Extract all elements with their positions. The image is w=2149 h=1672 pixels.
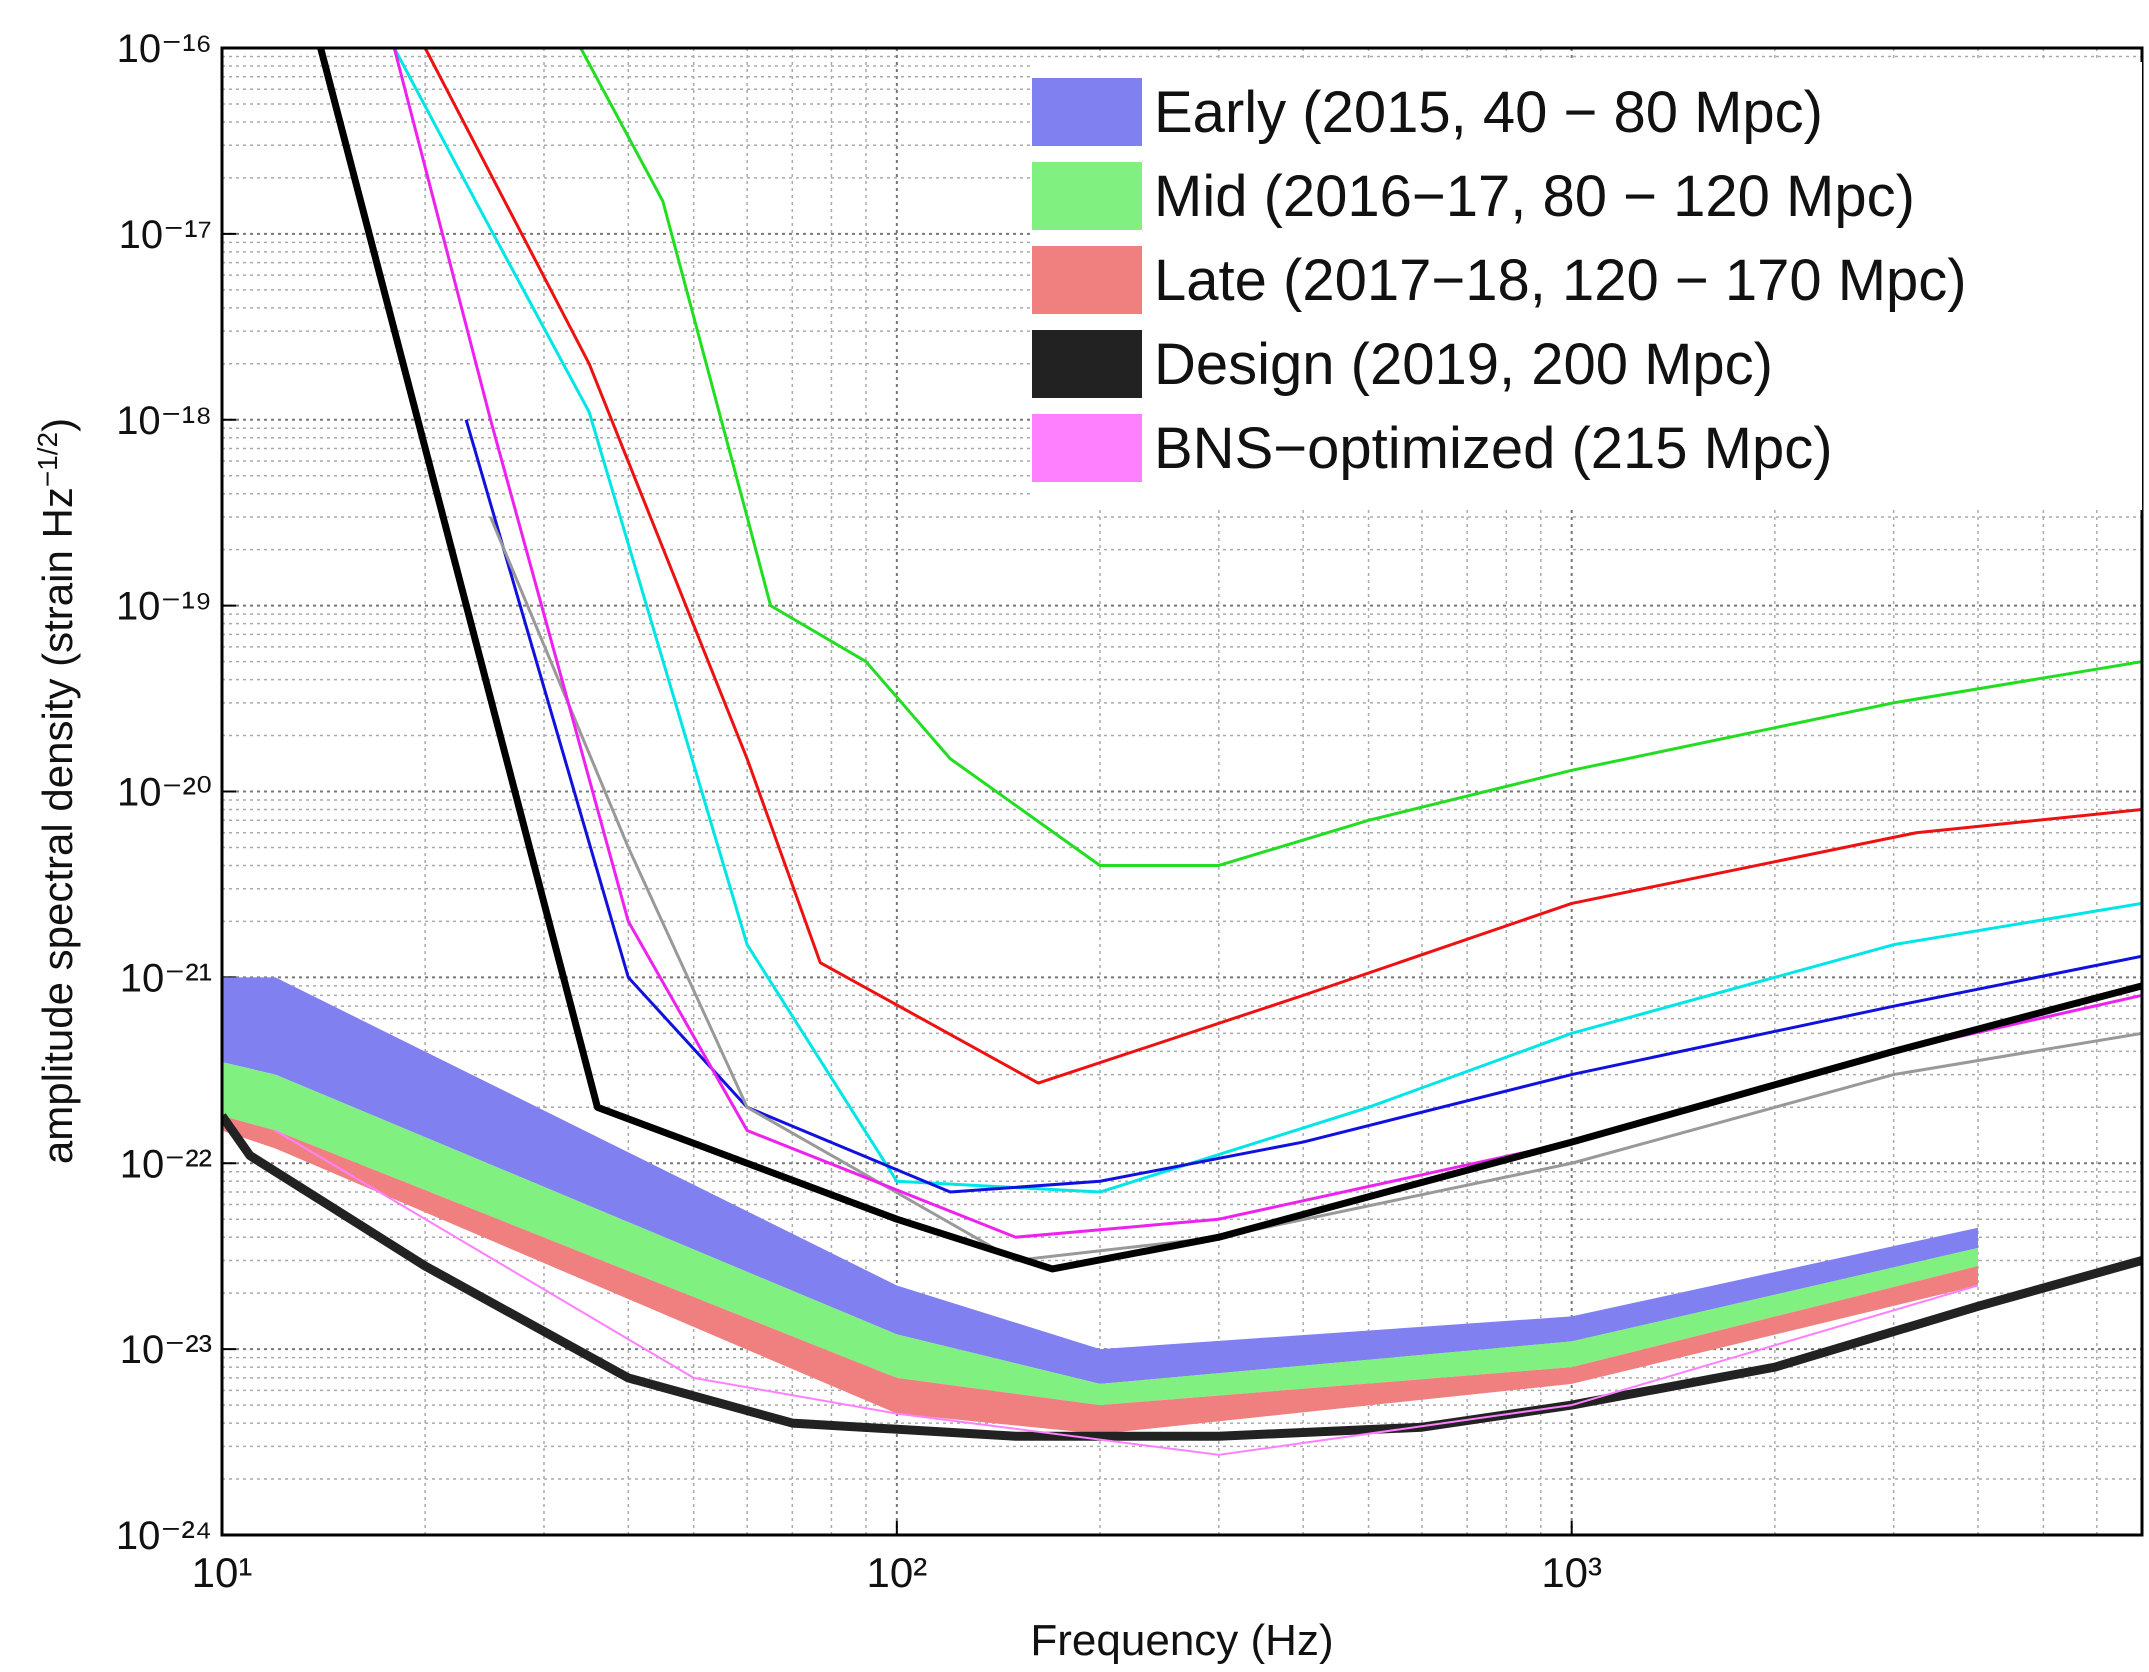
series-line [317,48,2142,1273]
legend: Early (2015, 40 − 80 Mpc) Mid (2016−17, 8… [1030,62,2142,510]
y-axis-label: amplitude spectral density (strain Hz−1/… [32,418,82,1164]
series-line [464,419,2142,1194]
y-tick-label: 10⁻²⁴ [116,1514,212,1558]
series-line [579,48,2142,867]
legend-label: Mid (2016−17, 80 − 120 Mpc) [1154,164,1915,229]
legend-label: Design (2019, 200 Mpc) [1154,332,1773,397]
y-tick-label: 10⁻¹⁸ [116,399,212,443]
legend-swatch [1032,414,1142,482]
y-axis-label-sup: −1/2 [32,432,63,487]
plot-layer [222,48,2142,1456]
legend-box [1030,62,2142,510]
legend-swatch [1032,246,1142,314]
series-line [222,1113,2142,1441]
x-tick-label: 10¹ [192,1549,253,1596]
legend-label: Late (2017−18, 120 − 170 Mpc) [1154,248,1967,313]
series-line [392,48,2142,1194]
y-tick-label: 10⁻¹⁷ [119,213,212,257]
band [222,977,1978,1384]
x-tick-label: 10³ [1541,1549,1602,1596]
legend-swatch [1032,330,1142,398]
series-line [489,516,2142,1262]
x-axis-label: Frequency (Hz) [1030,1616,1333,1665]
legend-label: Early (2015, 40 − 80 Mpc) [1154,80,1823,145]
y-tick-label: 10⁻²¹ [120,956,212,1000]
plot-frame [220,46,2144,1537]
band [222,1115,1978,1434]
band [222,1062,1978,1406]
legend-swatch [1032,78,1142,146]
y-tick-label: 10⁻¹⁹ [116,585,212,629]
y-tick-label: 10⁻¹⁶ [117,27,212,71]
legend-label: BNS−optimized (215 Mpc) [1154,416,1833,481]
y-axis-label-end: ) [34,418,81,432]
series-line [274,1129,1979,1456]
series-line [423,48,2142,1085]
y-tick-label: 10⁻²² [120,1142,212,1186]
y-axis-label-main: amplitude spectral density (strain Hz [34,487,81,1164]
y-tick-label: 10⁻²⁰ [117,771,212,815]
y-tick-label: 10⁻²³ [120,1328,212,1372]
legend-swatch [1032,162,1142,230]
x-tick-label: 10² [866,1549,927,1596]
